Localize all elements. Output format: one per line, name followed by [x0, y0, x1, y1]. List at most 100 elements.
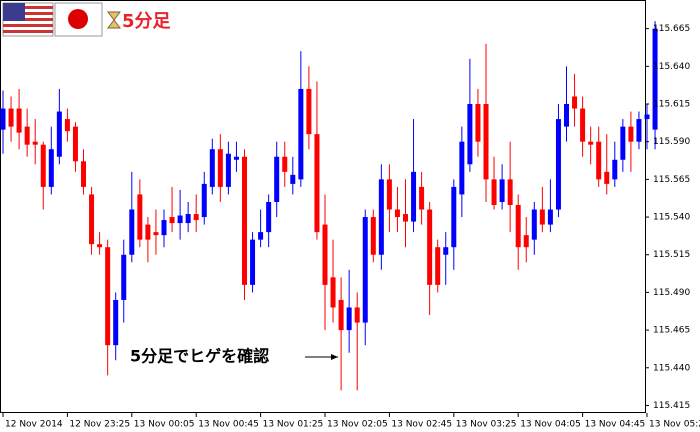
candle-body [459, 141, 465, 195]
y-tick-label: 115.465 [653, 326, 690, 336]
candle-body [32, 141, 38, 145]
candle-body [330, 277, 336, 308]
candle-body [515, 204, 521, 248]
candle-body [539, 209, 545, 225]
candle-body [531, 209, 537, 240]
candle-body [266, 201, 272, 233]
candle-body [499, 179, 505, 202]
candle-body [596, 141, 602, 180]
candle-body [145, 224, 151, 240]
candle-body [547, 209, 553, 225]
candle-body [523, 235, 529, 248]
x-tick-label: 13 Nov 05:25 [649, 420, 700, 430]
candle-body [564, 104, 569, 127]
y-tick-label: 115.515 [653, 250, 690, 260]
candle-body [105, 247, 111, 346]
candle-body [386, 179, 392, 210]
candle-body [161, 220, 167, 236]
y-tick-label: 115.490 [653, 288, 690, 298]
candle-body [467, 104, 473, 165]
y-tick-label: 115.415 [653, 401, 690, 411]
candle-body [8, 108, 14, 127]
candle-body [209, 149, 215, 187]
candle-body [40, 144, 46, 187]
annotation: 5分足でヒゲを確認 [130, 347, 269, 366]
candle-body [225, 153, 231, 187]
candle-body [427, 209, 433, 285]
y-tick-label: 115.640 [653, 62, 690, 72]
candle-body [451, 186, 457, 248]
candle-body [354, 307, 360, 323]
candle-body [338, 299, 344, 331]
candle-body [64, 119, 70, 132]
candle-body [620, 126, 626, 160]
x-tick-label: 13 Nov 00:05 [134, 420, 195, 430]
candle-body [604, 171, 610, 184]
candle-body [137, 194, 143, 240]
candle-body [298, 88, 304, 180]
candle-body [612, 159, 618, 180]
candle-body [16, 108, 22, 133]
candle-body [113, 299, 119, 346]
candle-body [282, 156, 288, 172]
japan-flag [54, 2, 103, 37]
candle-body [314, 134, 320, 233]
candle-body [233, 156, 239, 160]
candle-body [274, 156, 280, 202]
us-flag [2, 2, 54, 37]
candle-body [169, 217, 175, 224]
candles [0, 21, 658, 391]
candle-body [572, 96, 578, 109]
candle-body [435, 247, 441, 285]
x-tick-label: 13 Nov 02:05 [327, 420, 388, 430]
x-tick-label: 13 Nov 02:45 [391, 420, 452, 430]
y-tick-label: 115.590 [653, 137, 690, 147]
x-tick-label: 12 Nov 2014 [5, 420, 63, 430]
candle-body [636, 119, 642, 142]
candle-body [72, 126, 78, 162]
candle-body [378, 179, 384, 255]
candle-body [483, 104, 489, 180]
candle-body [322, 224, 328, 285]
candle-body [121, 254, 127, 300]
candle-body [258, 232, 264, 240]
x-tick-label: 13 Nov 04:05 [520, 420, 581, 430]
plot-frame [0, 0, 646, 413]
y-tick-label: 115.540 [653, 213, 690, 223]
candle-body [443, 247, 449, 255]
x-tick-label: 13 Nov 00:45 [198, 420, 259, 430]
candle-body [362, 217, 368, 323]
candle-body [185, 214, 191, 224]
candle-body [580, 108, 586, 142]
x-tick-label: 13 Nov 04:45 [585, 420, 646, 430]
candle-body [56, 111, 62, 157]
y-tick-label: 115.565 [653, 175, 690, 185]
candle-body [177, 215, 183, 224]
candle-body [652, 28, 658, 130]
candle-body [250, 239, 256, 285]
candle-body [507, 179, 513, 205]
y-tick-label: 115.440 [653, 363, 690, 373]
candle-body [48, 149, 54, 187]
x-tick-label: 13 Nov 03:25 [456, 420, 517, 430]
x-tick-label: 13 Nov 01:25 [263, 420, 324, 430]
candle-body [306, 88, 312, 135]
candle-body [242, 156, 247, 285]
annotation-arrow [305, 354, 338, 360]
candle-body [370, 217, 376, 255]
candle-body [394, 209, 400, 218]
candle-body [129, 209, 135, 255]
candle-body [346, 307, 352, 331]
candle-body [24, 126, 30, 145]
y-tick-label: 115.615 [653, 100, 690, 110]
candle-body [555, 119, 561, 210]
candle-body [419, 186, 425, 210]
candle-body [153, 232, 159, 236]
candle-body [193, 214, 199, 221]
candle-body [491, 179, 497, 205]
candle-body [217, 149, 223, 187]
y-tick-label: 115.665 [653, 24, 690, 34]
x-tick-label: 12 Nov 23:25 [69, 420, 130, 430]
